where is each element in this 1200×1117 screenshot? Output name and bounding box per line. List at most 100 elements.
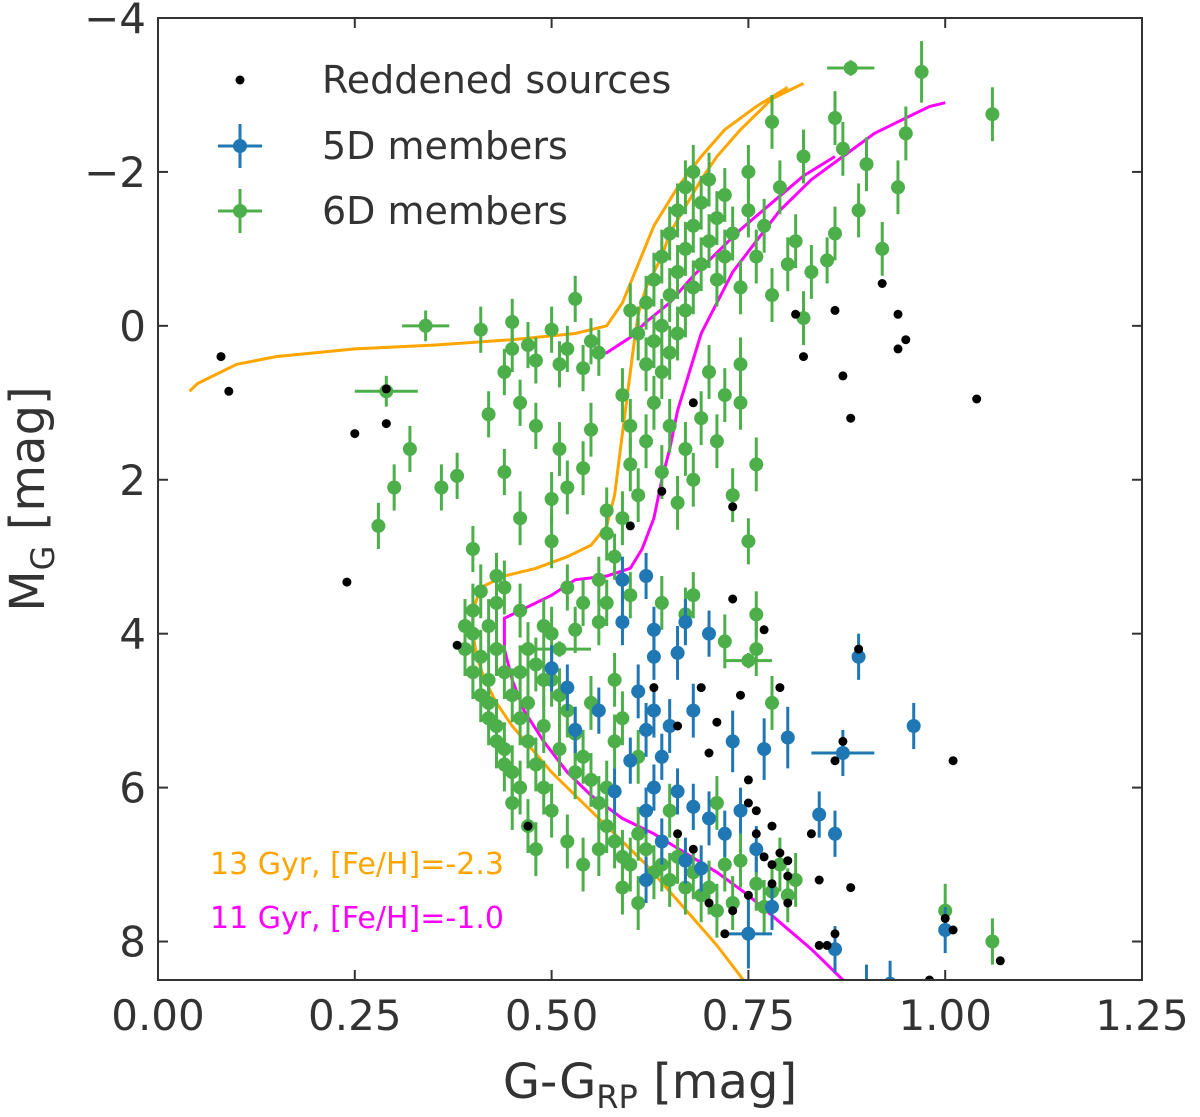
- marker: [741, 926, 756, 941]
- marker: [465, 665, 480, 680]
- marker: [623, 303, 638, 318]
- marker: [780, 730, 795, 745]
- marker: [591, 345, 606, 360]
- marker: [725, 734, 740, 749]
- point-sixD-101: [702, 345, 716, 399]
- y-axis-title-sub: G: [24, 546, 62, 571]
- point-fiveD-31: [811, 729, 875, 777]
- point-reddened-40: [838, 736, 848, 746]
- point-fiveD-40: [884, 960, 896, 980]
- marker: [418, 318, 433, 333]
- y-tick-label: 0: [119, 302, 146, 351]
- marker: [741, 534, 756, 549]
- point-sixD-96: [662, 398, 677, 453]
- point-reddened-25: [759, 625, 769, 635]
- point-sixD-153: [528, 737, 543, 792]
- marker: [670, 203, 685, 218]
- point-sixD-149: [497, 645, 512, 700]
- point-reddened-22: [743, 798, 753, 808]
- point-sixD-102: [709, 414, 724, 469]
- marker: [528, 353, 543, 368]
- point-sixD-108: [733, 337, 748, 392]
- point-sixD-62: [717, 229, 732, 284]
- point-sixD-197: [709, 883, 724, 938]
- point-sixD-210: [607, 714, 622, 769]
- marker: [505, 688, 520, 703]
- marker: [639, 842, 654, 857]
- point-fiveD-26: [733, 787, 748, 834]
- marker: [717, 857, 732, 872]
- point-sixD-49: [678, 160, 693, 215]
- marker: [662, 719, 677, 733]
- marker: [851, 203, 866, 218]
- point-reddened-24: [751, 829, 761, 839]
- point-sixD-13: [576, 345, 591, 392]
- point-reddened-5: [381, 419, 391, 429]
- point-sixD-60: [709, 252, 724, 307]
- marker: [544, 322, 559, 337]
- marker: [694, 195, 709, 210]
- marker: [591, 796, 606, 810]
- marker: [757, 742, 772, 757]
- point-sixD-99: [686, 452, 701, 507]
- point-reddened-48: [893, 344, 903, 354]
- y-tick-label: 4: [119, 610, 146, 659]
- marker: [717, 249, 732, 264]
- point-sixD-20: [465, 525, 480, 573]
- point-fiveD-2: [615, 599, 630, 646]
- marker: [709, 272, 724, 287]
- marker: [851, 649, 866, 664]
- marker: [662, 873, 677, 887]
- marker: [465, 542, 480, 556]
- point-sixD-31: [513, 379, 528, 426]
- marker: [450, 468, 465, 483]
- point-reddened-29: [775, 848, 785, 858]
- point-sixD-22: [513, 491, 528, 546]
- point-reddened-61: [728, 906, 738, 916]
- point-sixD-114: [623, 572, 638, 619]
- point-fiveD-35: [828, 810, 842, 857]
- marker: [631, 326, 646, 341]
- marker: [654, 834, 669, 849]
- point-sixD-172: [591, 776, 606, 830]
- marker: [717, 388, 732, 403]
- point-sixD-57: [702, 152, 716, 207]
- point-sixD-147: [481, 599, 496, 653]
- point-sixD-111: [615, 491, 630, 546]
- point-reddened-17: [720, 929, 730, 939]
- point-reddened-57: [814, 940, 824, 950]
- marker: [741, 203, 756, 218]
- marker: [615, 615, 630, 630]
- point-sixD-1: [473, 306, 488, 353]
- marker: [591, 703, 606, 718]
- marker: [521, 734, 535, 749]
- marker: [623, 588, 638, 603]
- point-fiveD-11: [686, 683, 701, 738]
- point-sixD-94: [646, 375, 661, 430]
- point-reddened-42: [846, 883, 856, 893]
- point-sixD-6: [584, 318, 598, 365]
- marker: [662, 226, 677, 241]
- marker: [544, 534, 559, 549]
- x-tick-label: 0.25: [308, 991, 402, 1040]
- marker: [686, 218, 701, 233]
- point-sixD-190: [552, 722, 567, 777]
- marker: [560, 480, 575, 495]
- marker: [623, 753, 638, 768]
- marker: [473, 649, 488, 664]
- point-sixD-188: [591, 822, 606, 877]
- y-tick-label: 2: [119, 456, 146, 505]
- point-sixD-16: [387, 464, 402, 511]
- marker: [631, 826, 646, 841]
- marker: [686, 472, 701, 487]
- point-sixD-70: [765, 268, 779, 322]
- point-sixD-124: [527, 641, 591, 657]
- point-fiveD-0: [615, 556, 630, 603]
- marker: [528, 418, 543, 433]
- point-sixD-83: [891, 160, 905, 215]
- y-axis-title: MG [mag]: [0, 386, 62, 612]
- marker: [560, 341, 575, 356]
- marker: [891, 180, 905, 195]
- marker: [639, 357, 654, 372]
- point-sixD-30: [528, 402, 543, 449]
